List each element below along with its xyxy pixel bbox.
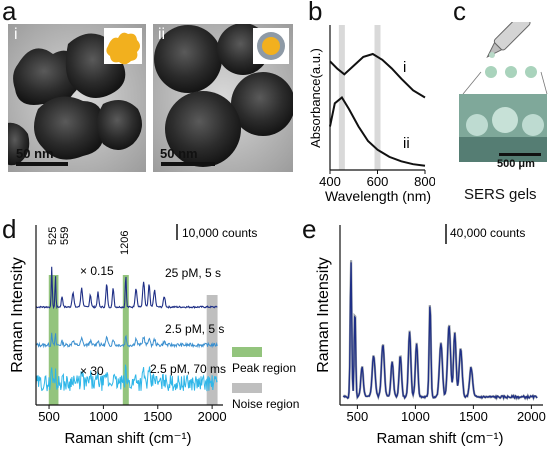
- gel-scale-label: 500 μm: [497, 158, 535, 170]
- d-x-tick-label: 2000: [198, 409, 227, 424]
- tem-label-i: i: [14, 26, 18, 43]
- absorbance-curve-i: [329, 52, 426, 99]
- d-x-tick-label: 500: [38, 409, 60, 424]
- legend-noise-swatch: [232, 383, 262, 393]
- scale-label-i: 50 nm: [16, 146, 54, 161]
- sers-gel-illustration: [459, 22, 548, 162]
- e-x-tick-label: 2000: [517, 409, 546, 424]
- d-scale-label: 10,000 counts: [182, 226, 257, 240]
- e-x-tick-label: 1500: [459, 409, 488, 424]
- raman-chart-d: 500 1000 1500 2000 Raman Intensity Raman sh…: [9, 224, 299, 447]
- b-x-tick-label: 600: [367, 174, 389, 189]
- spectrum-envelope: [342, 260, 538, 402]
- panel-a-label: a: [2, 0, 17, 26]
- peak-region: [48, 275, 55, 405]
- d-y-label: Raman Intensity: [9, 257, 26, 373]
- spectrum-2.5pM-5s: [35, 332, 218, 349]
- legend-peak-label: Peak region: [232, 361, 296, 375]
- tem-image-ii: [153, 24, 293, 172]
- nanoflower-icon: [106, 32, 140, 65]
- mult-top-label: × 0.15: [80, 264, 114, 278]
- d-x-tick-label: 1500: [143, 409, 172, 424]
- panel-d-label: d: [2, 214, 17, 244]
- legend-peak-swatch: [232, 347, 262, 357]
- b-x-tick-label: 400: [319, 174, 341, 189]
- tem-label-ii: ii: [158, 26, 166, 43]
- e-x-tick-label: 1000: [401, 409, 430, 424]
- b-x-label: Wavelength (nm): [325, 188, 431, 204]
- e-x-label: Raman shift (cm⁻¹): [376, 430, 503, 447]
- spectrum-2.5pM-70ms: [35, 364, 218, 392]
- e-x-tick-label: 500: [347, 409, 369, 424]
- tem-image-i: [8, 24, 146, 172]
- cond-top-label: 25 pM, 5 s: [165, 266, 221, 280]
- scale-label-ii: 50 nm: [160, 146, 198, 161]
- curve-ii-label: ii: [403, 135, 410, 152]
- e-y-label: Raman Intensity: [315, 257, 332, 373]
- absorbance-curve-ii: [329, 96, 426, 167]
- panel-e-label: e: [302, 214, 317, 244]
- scale-bar-c: [499, 153, 541, 156]
- peak-559-label: 559: [59, 227, 71, 245]
- cond-mid-label: 2.5 pM, 5 s: [165, 322, 224, 336]
- panel-b-label: b: [308, 0, 323, 26]
- spectrum-25pM-5s: [35, 266, 218, 310]
- peak-525-label: 525: [47, 227, 59, 245]
- b-x-tick-label: 800: [414, 174, 435, 189]
- d-x-label: Raman shift (cm⁻¹): [64, 430, 191, 447]
- cond-bottom-label: 2.5 pM, 70 ms: [150, 362, 226, 376]
- curve-i-label: i: [403, 59, 406, 76]
- noise-region: [206, 295, 218, 405]
- peak-1206-label: 1206: [119, 231, 131, 255]
- drop-icon: [489, 52, 495, 58]
- peak-region: [122, 275, 129, 405]
- spectrum-main: [342, 262, 538, 400]
- mult-bottom-label: × 30: [80, 364, 104, 378]
- raman-chart-e: 500 1000 1500 2000 Raman Intensity Raman sh…: [315, 224, 546, 447]
- drop-icon: [505, 66, 517, 78]
- drop-icon: [485, 66, 497, 78]
- panel-a-micrographs: [8, 24, 293, 172]
- e-scale-label: 40,000 counts: [450, 226, 525, 240]
- panel-c-label: c: [453, 0, 466, 26]
- b-y-label: Absorbance(a.u.): [308, 48, 323, 148]
- peak-region: [52, 275, 59, 405]
- absorbance-band: [374, 25, 381, 170]
- legend-noise-label: Noise region: [232, 397, 299, 411]
- drop-icon: [525, 66, 537, 78]
- absorbance-chart: 400 600 800 i ii Absorbance(a.u.) Waveleng…: [308, 25, 435, 204]
- d-x-tick-label: 1000: [89, 409, 118, 424]
- gel-caption: SERS gels: [464, 186, 537, 203]
